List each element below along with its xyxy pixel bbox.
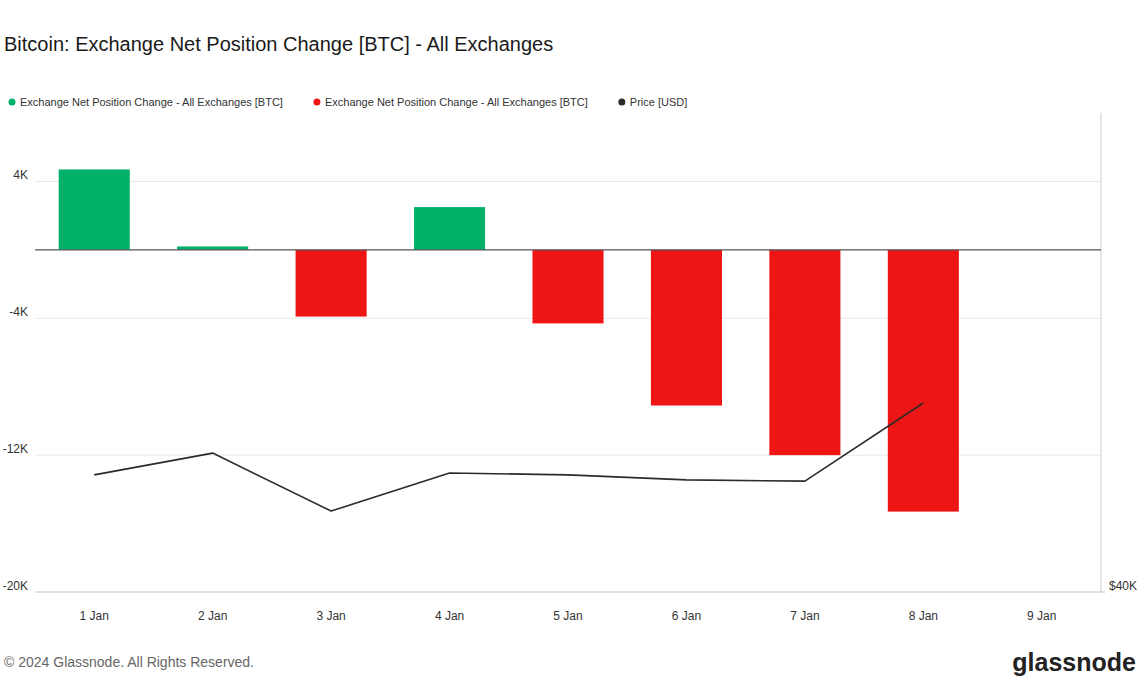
y-axis-line — [1101, 113, 1102, 592]
y-tick-label: -4K — [9, 305, 28, 319]
legend-label: Exchange Net Position Change - All Excha… — [20, 96, 283, 108]
title: Bitcoin: Exchange Net Position Change [B… — [4, 33, 553, 55]
legend-marker — [9, 99, 16, 106]
bar — [414, 207, 485, 250]
x-tick-label: 3 Jan — [316, 609, 345, 623]
bar — [651, 250, 722, 406]
x-tick-label: 4 Jan — [435, 609, 464, 623]
y-tick-label: 4K — [13, 168, 28, 182]
x-tick-label: 1 Jan — [80, 609, 109, 623]
legend-marker — [313, 99, 320, 106]
legend-label: Price [USD] — [630, 96, 687, 108]
y-tick-label: -12K — [3, 442, 28, 456]
logo: glassnode — [1012, 648, 1136, 676]
x-tick-label: 6 Jan — [672, 609, 701, 623]
zero-line — [35, 249, 1101, 250]
y-tick-label: -20K — [3, 579, 28, 593]
chart: Bitcoin: Exchange Net Position Change [B… — [0, 0, 1140, 694]
plot-area — [35, 169, 1101, 511]
x-tick-label: 5 Jan — [553, 609, 582, 623]
x-tick-label: 7 Jan — [790, 609, 819, 623]
y2-tick-label: $40K — [1109, 579, 1137, 593]
y2-tick — [1101, 592, 1105, 593]
bar — [296, 250, 367, 317]
legend-label: Exchange Net Position Change - All Excha… — [325, 96, 588, 108]
bar — [59, 169, 130, 249]
bar — [769, 250, 840, 455]
bar — [888, 250, 959, 512]
x-tick-label: 8 Jan — [909, 609, 938, 623]
x-axis-line — [35, 592, 1101, 593]
copyright: © 2024 Glassnode. All Rights Reserved. — [4, 654, 254, 670]
grid-line — [35, 181, 1101, 182]
bar — [532, 250, 603, 324]
legend-marker — [618, 99, 625, 106]
x-tick-label: 9 Jan — [1027, 609, 1056, 623]
grid-line — [35, 592, 1101, 593]
price-line — [94, 403, 923, 511]
x-tick-label: 2 Jan — [198, 609, 227, 623]
